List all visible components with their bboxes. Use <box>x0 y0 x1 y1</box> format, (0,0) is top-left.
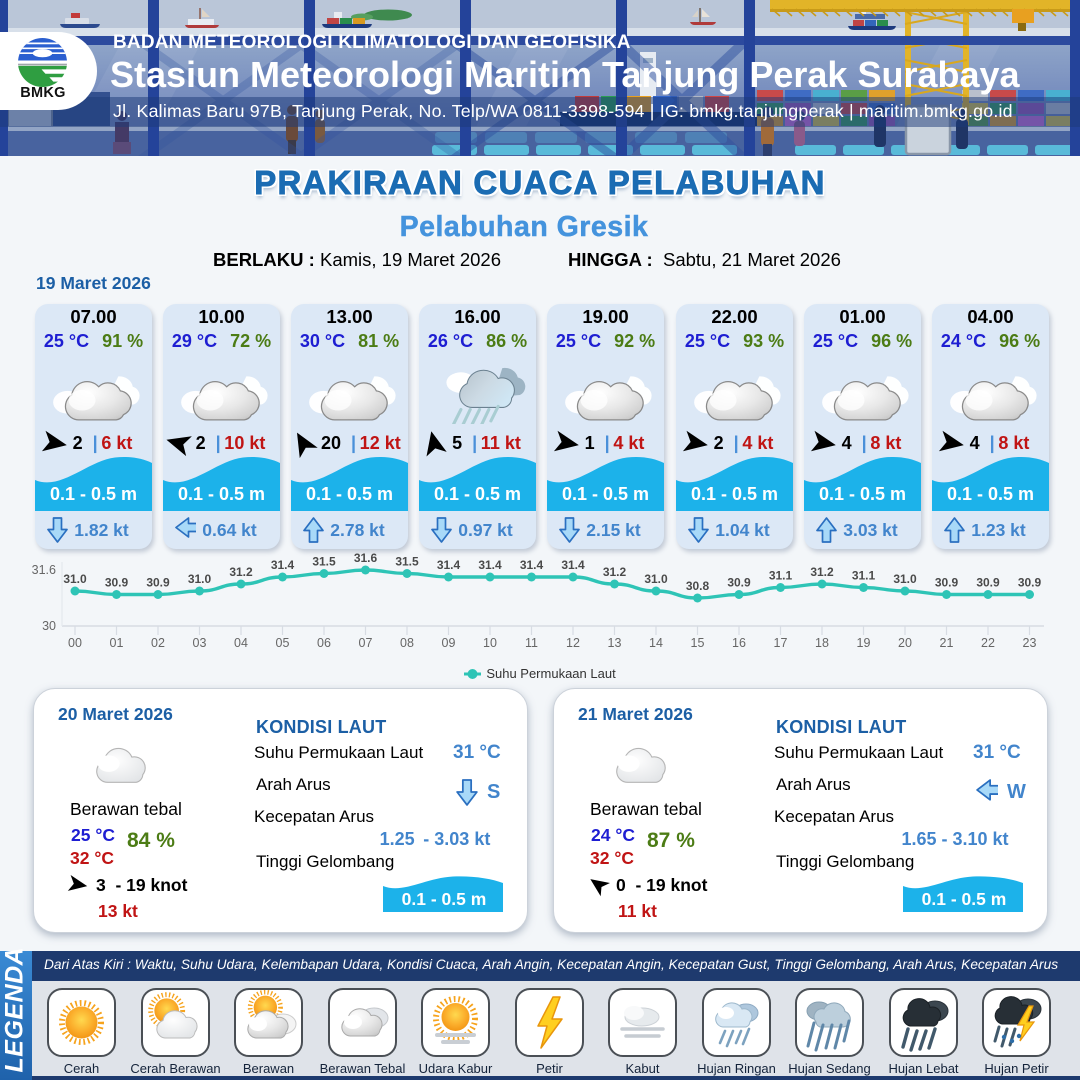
svg-text:14: 14 <box>649 636 663 650</box>
svg-text:30.9: 30.9 <box>146 576 170 590</box>
svg-text:30.9: 30.9 <box>935 576 959 590</box>
svg-text:31.2: 31.2 <box>603 565 627 579</box>
svg-text:31.6: 31.6 <box>354 551 378 565</box>
svg-text:13: 13 <box>608 636 622 650</box>
svg-text:31.2: 31.2 <box>229 565 253 579</box>
svg-text:30: 30 <box>42 619 56 633</box>
svg-text:31.4: 31.4 <box>561 558 585 572</box>
svg-text:31.4: 31.4 <box>437 558 461 572</box>
svg-text:06: 06 <box>317 636 331 650</box>
svg-text:19: 19 <box>857 636 871 650</box>
svg-text:31.1: 31.1 <box>769 569 793 583</box>
svg-text:03: 03 <box>193 636 207 650</box>
svg-text:31.4: 31.4 <box>478 558 502 572</box>
svg-text:09: 09 <box>442 636 456 650</box>
svg-text:30.9: 30.9 <box>1018 576 1042 590</box>
svg-text:31.2: 31.2 <box>810 565 834 579</box>
svg-text:00: 00 <box>68 636 82 650</box>
svg-text:31.4: 31.4 <box>271 558 295 572</box>
svg-text:31.5: 31.5 <box>312 555 336 569</box>
svg-text:23: 23 <box>1023 636 1037 650</box>
svg-text:0.1 - 0.5 m: 0.1 - 0.5 m <box>402 889 487 909</box>
svg-text:31.1: 31.1 <box>852 569 876 583</box>
svg-text:08: 08 <box>400 636 414 650</box>
svg-text:15: 15 <box>691 636 705 650</box>
svg-text:11: 11 <box>525 636 538 650</box>
svg-text:31.0: 31.0 <box>893 572 917 586</box>
svg-text:16: 16 <box>732 636 746 650</box>
svg-text:0.1 - 0.5 m: 0.1 - 0.5 m <box>922 889 1007 909</box>
svg-text:17: 17 <box>774 636 788 650</box>
svg-text:22: 22 <box>981 636 995 650</box>
svg-text:20: 20 <box>898 636 912 650</box>
svg-text:31.0: 31.0 <box>63 572 87 586</box>
svg-text:31.5: 31.5 <box>395 555 419 569</box>
svg-text:10: 10 <box>483 636 497 650</box>
svg-text:31.0: 31.0 <box>644 572 668 586</box>
svg-text:05: 05 <box>276 636 290 650</box>
svg-text:21: 21 <box>940 636 954 650</box>
svg-text:01: 01 <box>110 636 124 650</box>
svg-text:30.9: 30.9 <box>727 576 751 590</box>
svg-text:31.6: 31.6 <box>32 563 56 577</box>
svg-text:02: 02 <box>151 636 165 650</box>
svg-text:18: 18 <box>815 636 829 650</box>
svg-text:30.9: 30.9 <box>976 576 1000 590</box>
svg-text:07: 07 <box>359 636 373 650</box>
svg-text:12: 12 <box>566 636 580 650</box>
svg-text:31.0: 31.0 <box>188 572 212 586</box>
svg-text:04: 04 <box>234 636 248 650</box>
svg-text:31.4: 31.4 <box>520 558 544 572</box>
svg-text:30.8: 30.8 <box>686 579 710 593</box>
svg-text:30.9: 30.9 <box>105 576 129 590</box>
